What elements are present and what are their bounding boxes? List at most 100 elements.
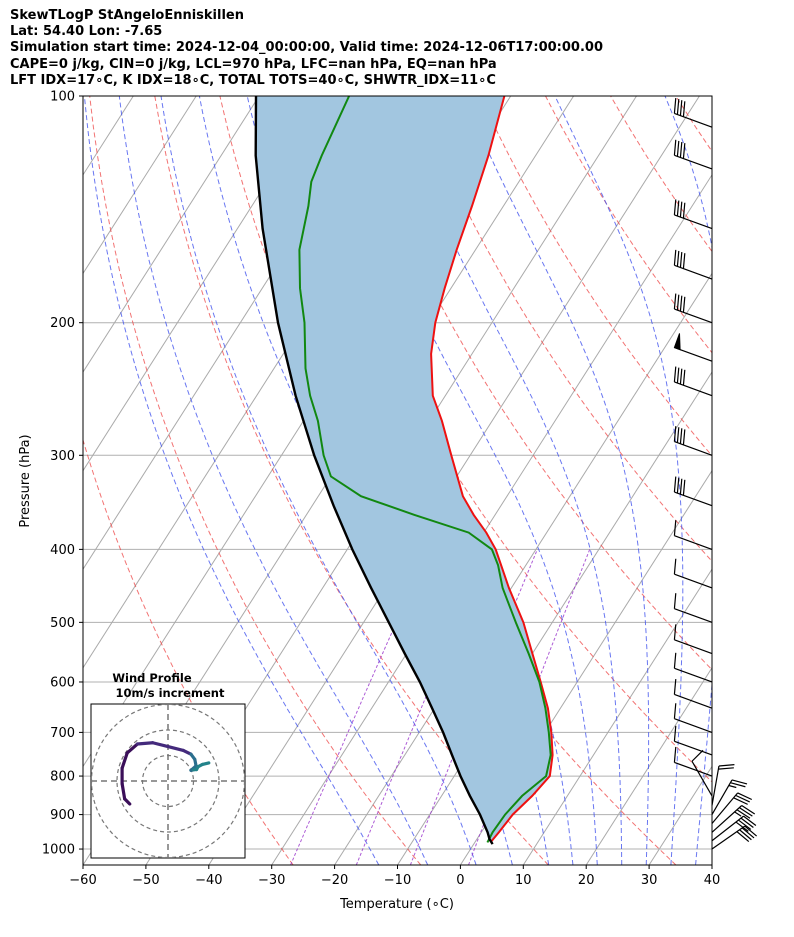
wind-barb-feather xyxy=(682,202,686,219)
x-tick-label: −20 xyxy=(321,873,348,888)
wind-barb-staff xyxy=(674,718,713,733)
wind-barb xyxy=(673,199,713,230)
wind-barb-staff xyxy=(674,154,713,170)
wind-barb-feather xyxy=(679,428,683,444)
isotherm-line xyxy=(0,96,70,865)
y-tick-label: 600 xyxy=(50,675,75,690)
wind-barb xyxy=(711,805,756,833)
wind-barb-feather xyxy=(736,809,751,819)
wind-barb-feather xyxy=(673,520,677,536)
hodograph-track-segment xyxy=(125,742,139,755)
wind-barb xyxy=(673,476,713,507)
y-tick-label: 900 xyxy=(50,808,75,823)
wind-barb-feather xyxy=(682,369,686,386)
hodograph-inset: Wind Profile 10m/s increment xyxy=(90,671,246,859)
hodograph-title: Wind Profile xyxy=(112,671,192,685)
wind-barb xyxy=(673,426,713,456)
wind-barb-feather xyxy=(676,250,680,267)
wind-barb-feather xyxy=(682,143,686,159)
x-tick-label: 30 xyxy=(641,873,658,888)
wind-barb-feather xyxy=(679,100,683,116)
wind-barb xyxy=(711,825,758,850)
wind-barb xyxy=(673,139,713,170)
x-tick-label: −40 xyxy=(195,873,222,888)
wind-barb-staff xyxy=(691,760,713,797)
wind-barb-staff xyxy=(674,346,713,362)
wind-barb-feather xyxy=(679,201,683,218)
cape-cin-fill xyxy=(255,96,553,845)
x-tick-label: 0 xyxy=(456,873,464,888)
y-tick-label: 800 xyxy=(50,770,75,785)
wind-barb-feather xyxy=(730,782,746,788)
dry-adiabat-line xyxy=(741,96,794,865)
wind-barb-staff xyxy=(674,761,713,777)
dry-adiabat-line xyxy=(349,96,712,671)
dewpoint-line xyxy=(298,96,552,843)
wind-barb xyxy=(673,366,713,397)
isotherm-line xyxy=(711,864,712,865)
wind-barb-feather xyxy=(673,476,677,493)
wind-barb-staff xyxy=(674,693,713,709)
hodograph-track-segment xyxy=(120,781,127,801)
wind-barb-feather xyxy=(718,764,735,767)
isotherm-line xyxy=(83,96,260,373)
moist-adiabat-line xyxy=(160,96,477,865)
isotherm-line xyxy=(83,96,323,472)
hodograph-track-segment xyxy=(151,741,170,749)
mixing-ratio-line xyxy=(290,549,430,865)
wind-barb-feather xyxy=(737,792,753,801)
wind-barb xyxy=(711,764,735,806)
wind-barb-staff xyxy=(674,740,713,756)
wind-barb-feather xyxy=(673,725,677,742)
title-times: Simulation start time: 2024-12-04_00:00:… xyxy=(10,40,603,55)
dry-adiabat-line xyxy=(675,96,712,153)
wind-barb-staff xyxy=(711,765,720,806)
temperature-line xyxy=(430,96,554,844)
x-tick-label: 20 xyxy=(578,873,595,888)
isotherm-line xyxy=(334,272,712,865)
wind-barb-staff xyxy=(674,608,713,623)
wind-barb xyxy=(673,624,713,655)
wind-barb-feather xyxy=(673,624,677,640)
dry-adiabat-line xyxy=(545,96,712,354)
wind-barb-feather xyxy=(673,652,677,669)
wind-barb-feather xyxy=(673,678,677,695)
wind-barb-staff xyxy=(711,779,733,815)
y-tick-label: 1000 xyxy=(42,843,75,858)
wind-barb-feather xyxy=(718,767,734,770)
wind-barb-feather xyxy=(673,366,677,383)
wind-barb-feather xyxy=(673,97,677,114)
isotherm-line xyxy=(648,765,712,865)
wind-barb-feather xyxy=(739,807,753,817)
wind-barb-feather xyxy=(682,296,686,313)
title-indices-1: CAPE=0 j/kg, CIN=0 j/kg, LCL=970 hPa, LF… xyxy=(10,57,497,72)
isotherm-line xyxy=(585,666,712,865)
y-tick-label: 400 xyxy=(50,543,75,558)
wind-barb-staff xyxy=(674,381,713,397)
parcel-line xyxy=(254,96,494,845)
x-tick-label: −10 xyxy=(384,873,411,888)
wind-barb xyxy=(673,678,713,709)
wind-barb-feather xyxy=(673,593,677,609)
wind-barb xyxy=(673,293,713,324)
x-tick-label: −50 xyxy=(132,873,159,888)
wind-barb-staff xyxy=(674,264,713,280)
wind-barb xyxy=(673,520,713,550)
wind-barb xyxy=(673,746,713,777)
isotherm-line xyxy=(0,96,8,865)
wind-barb-staff xyxy=(711,805,743,833)
title-indices-2: LFT IDX=17∘C, K IDX=18∘C, TOTAL TOTS=40∘… xyxy=(10,73,496,88)
wind-barb xyxy=(673,97,713,128)
wind-barb-feather xyxy=(682,429,686,445)
dry-adiabat-line xyxy=(479,96,712,457)
wind-barb-feather xyxy=(735,821,749,832)
moist-adiabat-line xyxy=(554,96,684,865)
wind-barb-feather xyxy=(738,819,752,830)
wind-barb-staff xyxy=(674,639,713,655)
wind-barb-feather xyxy=(676,140,680,157)
wind-barb-feather xyxy=(682,253,686,269)
wind-barb xyxy=(673,249,713,280)
wind-barb xyxy=(673,703,713,733)
cin-area-fill xyxy=(255,96,553,845)
